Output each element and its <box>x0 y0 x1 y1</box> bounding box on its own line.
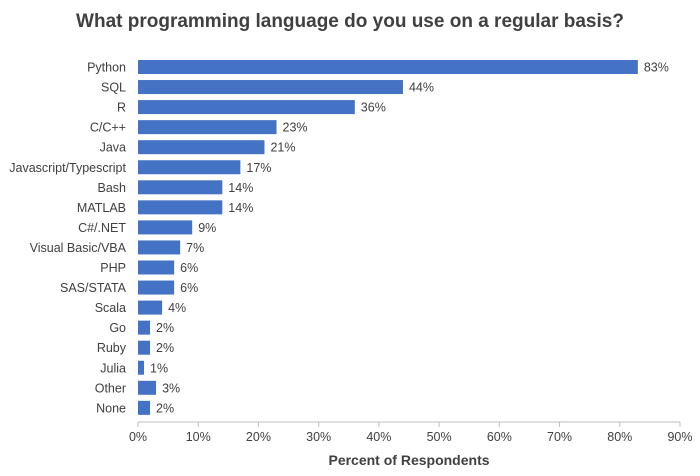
x-tick-label-70: 70% <box>547 430 572 444</box>
category-label-other: Other <box>95 381 126 395</box>
value-label-none: 2% <box>156 401 174 415</box>
bar-none <box>138 400 151 415</box>
value-label-python: 83% <box>644 61 669 75</box>
x-axis-title: Percent of Respondents <box>328 452 489 468</box>
bar-sas-stata <box>138 280 175 295</box>
value-label-sas-stata: 6% <box>180 281 198 295</box>
category-label-none: None <box>96 401 126 415</box>
chart-title: What programming language do you use on … <box>76 11 624 32</box>
bar-sql <box>138 80 403 95</box>
value-label-go: 2% <box>156 321 174 335</box>
category-label-scala: Scala <box>95 301 126 315</box>
x-axis-ticks: 0% 10% 20% 30% 40% 50% 60% 70% 80% 90% <box>129 422 693 444</box>
category-label-c-c: C/C++ <box>90 121 126 135</box>
x-tick-label-40: 40% <box>366 430 391 444</box>
value-label-matlab: 14% <box>228 201 253 215</box>
value-label-php: 6% <box>180 261 198 275</box>
bar-c-c <box>138 120 277 135</box>
bar-ruby <box>138 340 151 355</box>
x-tick-label-50: 50% <box>427 430 452 444</box>
bar-bash <box>138 180 223 195</box>
value-label-visual-basic-vba: 7% <box>186 241 204 255</box>
category-label-visual-basic-vba: Visual Basic/VBA <box>30 241 127 255</box>
value-label-c-c: 23% <box>283 121 308 135</box>
bar-scala <box>138 300 163 315</box>
bar-visual-basic-vba <box>138 240 181 255</box>
category-label-sql: SQL <box>101 81 126 95</box>
value-label-javascript-typescript: 17% <box>246 161 271 175</box>
bar-javascript-typescript <box>138 160 241 175</box>
value-label-other: 3% <box>162 381 180 395</box>
value-label-r: 36% <box>361 101 386 115</box>
value-label-julia: 1% <box>150 361 168 375</box>
value-label-scala: 4% <box>168 301 186 315</box>
x-tick-label-30: 30% <box>306 430 331 444</box>
value-labels: 83% 44% 36% 23% 21% 17% 14% 14% 9% 7% 6% 6% 4% 2% 2% 1%… <box>150 61 669 416</box>
category-label-matlab: MATLAB <box>77 201 126 215</box>
value-label-ruby: 2% <box>156 341 174 355</box>
category-label-ruby: Ruby <box>97 341 127 355</box>
bars-layer <box>138 60 638 415</box>
value-label-c-net: 9% <box>198 221 216 235</box>
category-label-c-net: C#/.NET <box>78 221 126 235</box>
bar-java <box>138 140 265 155</box>
bar-go <box>138 320 151 335</box>
x-tick-label-60: 60% <box>487 430 512 444</box>
category-label-python: Python <box>87 61 126 75</box>
bar-julia <box>138 360 145 375</box>
category-label-sas-stata: SAS/STATA <box>60 281 127 295</box>
category-label-julia: Julia <box>100 361 126 375</box>
category-label-java: Java <box>100 141 126 155</box>
x-tick-label-10: 10% <box>186 430 211 444</box>
value-label-java: 21% <box>270 141 295 155</box>
bar-r <box>138 100 355 115</box>
category-label-r: R <box>117 101 126 115</box>
category-label-php: PHP <box>100 261 126 275</box>
value-label-sql: 44% <box>409 81 434 95</box>
category-label-bash: Bash <box>98 181 127 195</box>
x-tick-label-90: 90% <box>667 430 692 444</box>
category-label-javascript-typescript: Javascript/Typescript <box>9 161 126 175</box>
bar-python <box>138 60 638 74</box>
bar-matlab <box>138 200 223 215</box>
bar-c-net <box>138 220 193 235</box>
x-tick-label-0: 0% <box>129 430 147 444</box>
category-label-go: Go <box>109 321 126 335</box>
value-label-bash: 14% <box>228 181 253 195</box>
bar-other <box>138 380 157 395</box>
x-tick-label-80: 80% <box>607 430 632 444</box>
bar-php <box>138 260 175 275</box>
category-labels: Python SQL R C/C++ Java Javascript/Typescript… <box>9 61 126 416</box>
x-tick-label-20: 20% <box>246 430 271 444</box>
